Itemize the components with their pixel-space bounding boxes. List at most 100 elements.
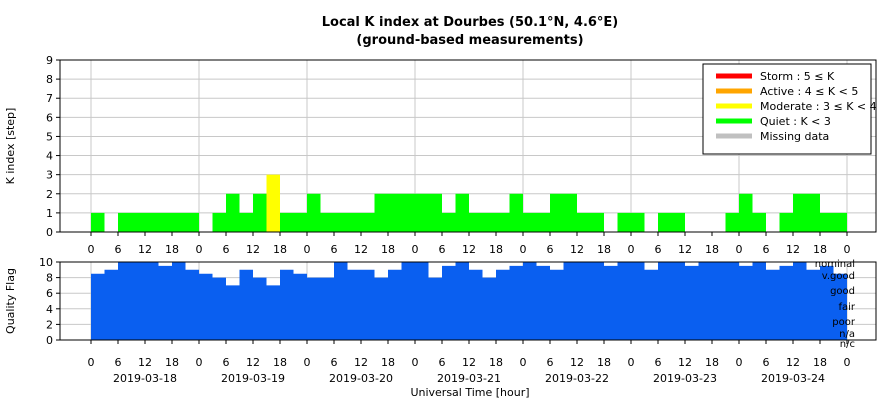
legend-label-active: Active : 4 ≤ K < 5 <box>760 85 858 98</box>
k-bar <box>658 212 672 232</box>
k-x-tick-label: 0 <box>844 243 851 256</box>
k-y-tick-label: 3 <box>46 169 53 182</box>
q-y-tick-label: 6 <box>46 287 53 300</box>
quality-flag-label: poor <box>832 317 856 328</box>
q-x-tick-label: 12 <box>786 356 800 369</box>
k-x-tick-label: 0 <box>736 243 743 256</box>
k-bar <box>631 212 645 232</box>
k-bar <box>806 193 820 232</box>
k-bar <box>496 212 510 232</box>
k-bar <box>577 212 591 232</box>
q-x-tick-label: 0 <box>844 356 851 369</box>
k-bar <box>536 212 550 232</box>
k-x-tick-label: 12 <box>462 243 476 256</box>
quality-y-ticks: 0 2 4 6 8 10 <box>39 256 60 347</box>
quality-panel-frame <box>59 261 877 341</box>
k-x-tick-label: 18 <box>165 243 179 256</box>
legend-label-quiet: Quiet : K < 3 <box>760 115 831 128</box>
k-bar <box>752 212 766 232</box>
k-x-tick-label: 18 <box>813 243 827 256</box>
k-bar <box>374 193 388 232</box>
k-x-tick-label: 18 <box>597 243 611 256</box>
k-bar <box>401 193 415 232</box>
k-x-tick-label: 12 <box>246 243 260 256</box>
k-x-tick-label: 0 <box>196 243 203 256</box>
k-y-tick-label: 9 <box>46 54 53 67</box>
k-bar <box>158 212 172 232</box>
legend-box <box>702 63 872 155</box>
legend-label-missing: Missing data <box>760 130 829 143</box>
k-panel-frame <box>59 59 877 233</box>
k-x-tick-label: 6 <box>655 243 662 256</box>
quality-hour-ticks: 0 6 12 18 0 6 12 18 0 6 12 18 0 6 12 18 0 6 12 18 0 6 12 18 0 6 12… <box>88 340 851 369</box>
q-x-tick-label: 0 <box>736 356 743 369</box>
quality-flag-label: fair <box>838 302 855 313</box>
k-bar <box>590 212 604 232</box>
k-x-tick-label: 18 <box>489 243 503 256</box>
k-bar <box>617 212 631 232</box>
k-bar <box>118 212 132 232</box>
q-y-tick-label: 8 <box>46 272 53 285</box>
date-label: 2019-03-22 <box>545 372 609 385</box>
k-x-tick-label: 6 <box>547 243 554 256</box>
k-bar <box>523 212 537 232</box>
legend-label-moderate: Moderate : 3 ≤ K < 4 <box>760 100 877 113</box>
q-x-tick-label: 18 <box>489 356 503 369</box>
quality-y-axis-label: Quality Flag <box>4 268 17 334</box>
date-label: 2019-03-20 <box>329 372 393 385</box>
k-y-tick-label: 1 <box>46 207 53 220</box>
k-bar <box>347 212 361 232</box>
legend-label-storm: Storm : 5 ≤ K <box>760 70 835 83</box>
k-x-tick-label: 6 <box>439 243 446 256</box>
k-bar <box>388 193 402 232</box>
k-x-tick-label: 0 <box>88 243 95 256</box>
k-bar <box>482 212 496 232</box>
q-x-tick-label: 0 <box>304 356 311 369</box>
k-x-tick-label: 6 <box>115 243 122 256</box>
q-x-tick-label: 6 <box>115 356 122 369</box>
q-x-tick-label: 6 <box>331 356 338 369</box>
k-x-tick-label: 6 <box>763 243 770 256</box>
q-x-tick-label: 18 <box>381 356 395 369</box>
k-bar <box>563 193 577 232</box>
k-x-tick-label: 12 <box>354 243 368 256</box>
quality-area <box>91 262 847 340</box>
q-x-tick-label: 12 <box>678 356 692 369</box>
q-x-tick-label: 18 <box>273 356 287 369</box>
quality-flag-label: n/c <box>840 339 855 350</box>
q-x-tick-label: 18 <box>705 356 719 369</box>
k-x-tick-label: 12 <box>678 243 692 256</box>
k-x-tick-label: 6 <box>223 243 230 256</box>
q-x-tick-label: 0 <box>196 356 203 369</box>
k-bar <box>185 212 199 232</box>
q-x-tick-label: 12 <box>138 356 152 369</box>
k-bar <box>793 193 807 232</box>
q-x-tick-label: 12 <box>246 356 260 369</box>
k-y-tick-label: 6 <box>46 111 53 124</box>
k-x-tick-label: 0 <box>412 243 419 256</box>
k-bar <box>469 212 483 232</box>
q-x-tick-label: 12 <box>462 356 476 369</box>
quality-flag-label: v.good <box>822 271 855 282</box>
k-y-tick-label: 7 <box>46 92 53 105</box>
q-x-tick-label: 6 <box>223 356 230 369</box>
k-bar <box>833 212 847 232</box>
k-bar <box>320 212 334 232</box>
chart-title: Local K index at Dourbes (50.1°N, 4.6°E) <box>322 15 619 30</box>
date-label: 2019-03-23 <box>653 372 717 385</box>
q-x-tick-label: 6 <box>655 356 662 369</box>
q-x-tick-label: 12 <box>354 356 368 369</box>
k-bar <box>428 193 442 232</box>
k-bar <box>779 212 793 232</box>
q-x-tick-label: 12 <box>570 356 584 369</box>
k-x-tick-label: 12 <box>786 243 800 256</box>
k-hour-ticks: 0 6 12 18 0 6 12 18 0 6 12 18 0 6 12 18 0 6 12 18 0 6 12 18 0 6 12… <box>88 232 851 256</box>
k-bar <box>415 193 429 232</box>
q-x-tick-label: 18 <box>813 356 827 369</box>
k-bar <box>550 193 564 232</box>
q-x-tick-label: 0 <box>412 356 419 369</box>
k-bar <box>145 212 159 232</box>
q-y-tick-label: 10 <box>39 256 53 269</box>
